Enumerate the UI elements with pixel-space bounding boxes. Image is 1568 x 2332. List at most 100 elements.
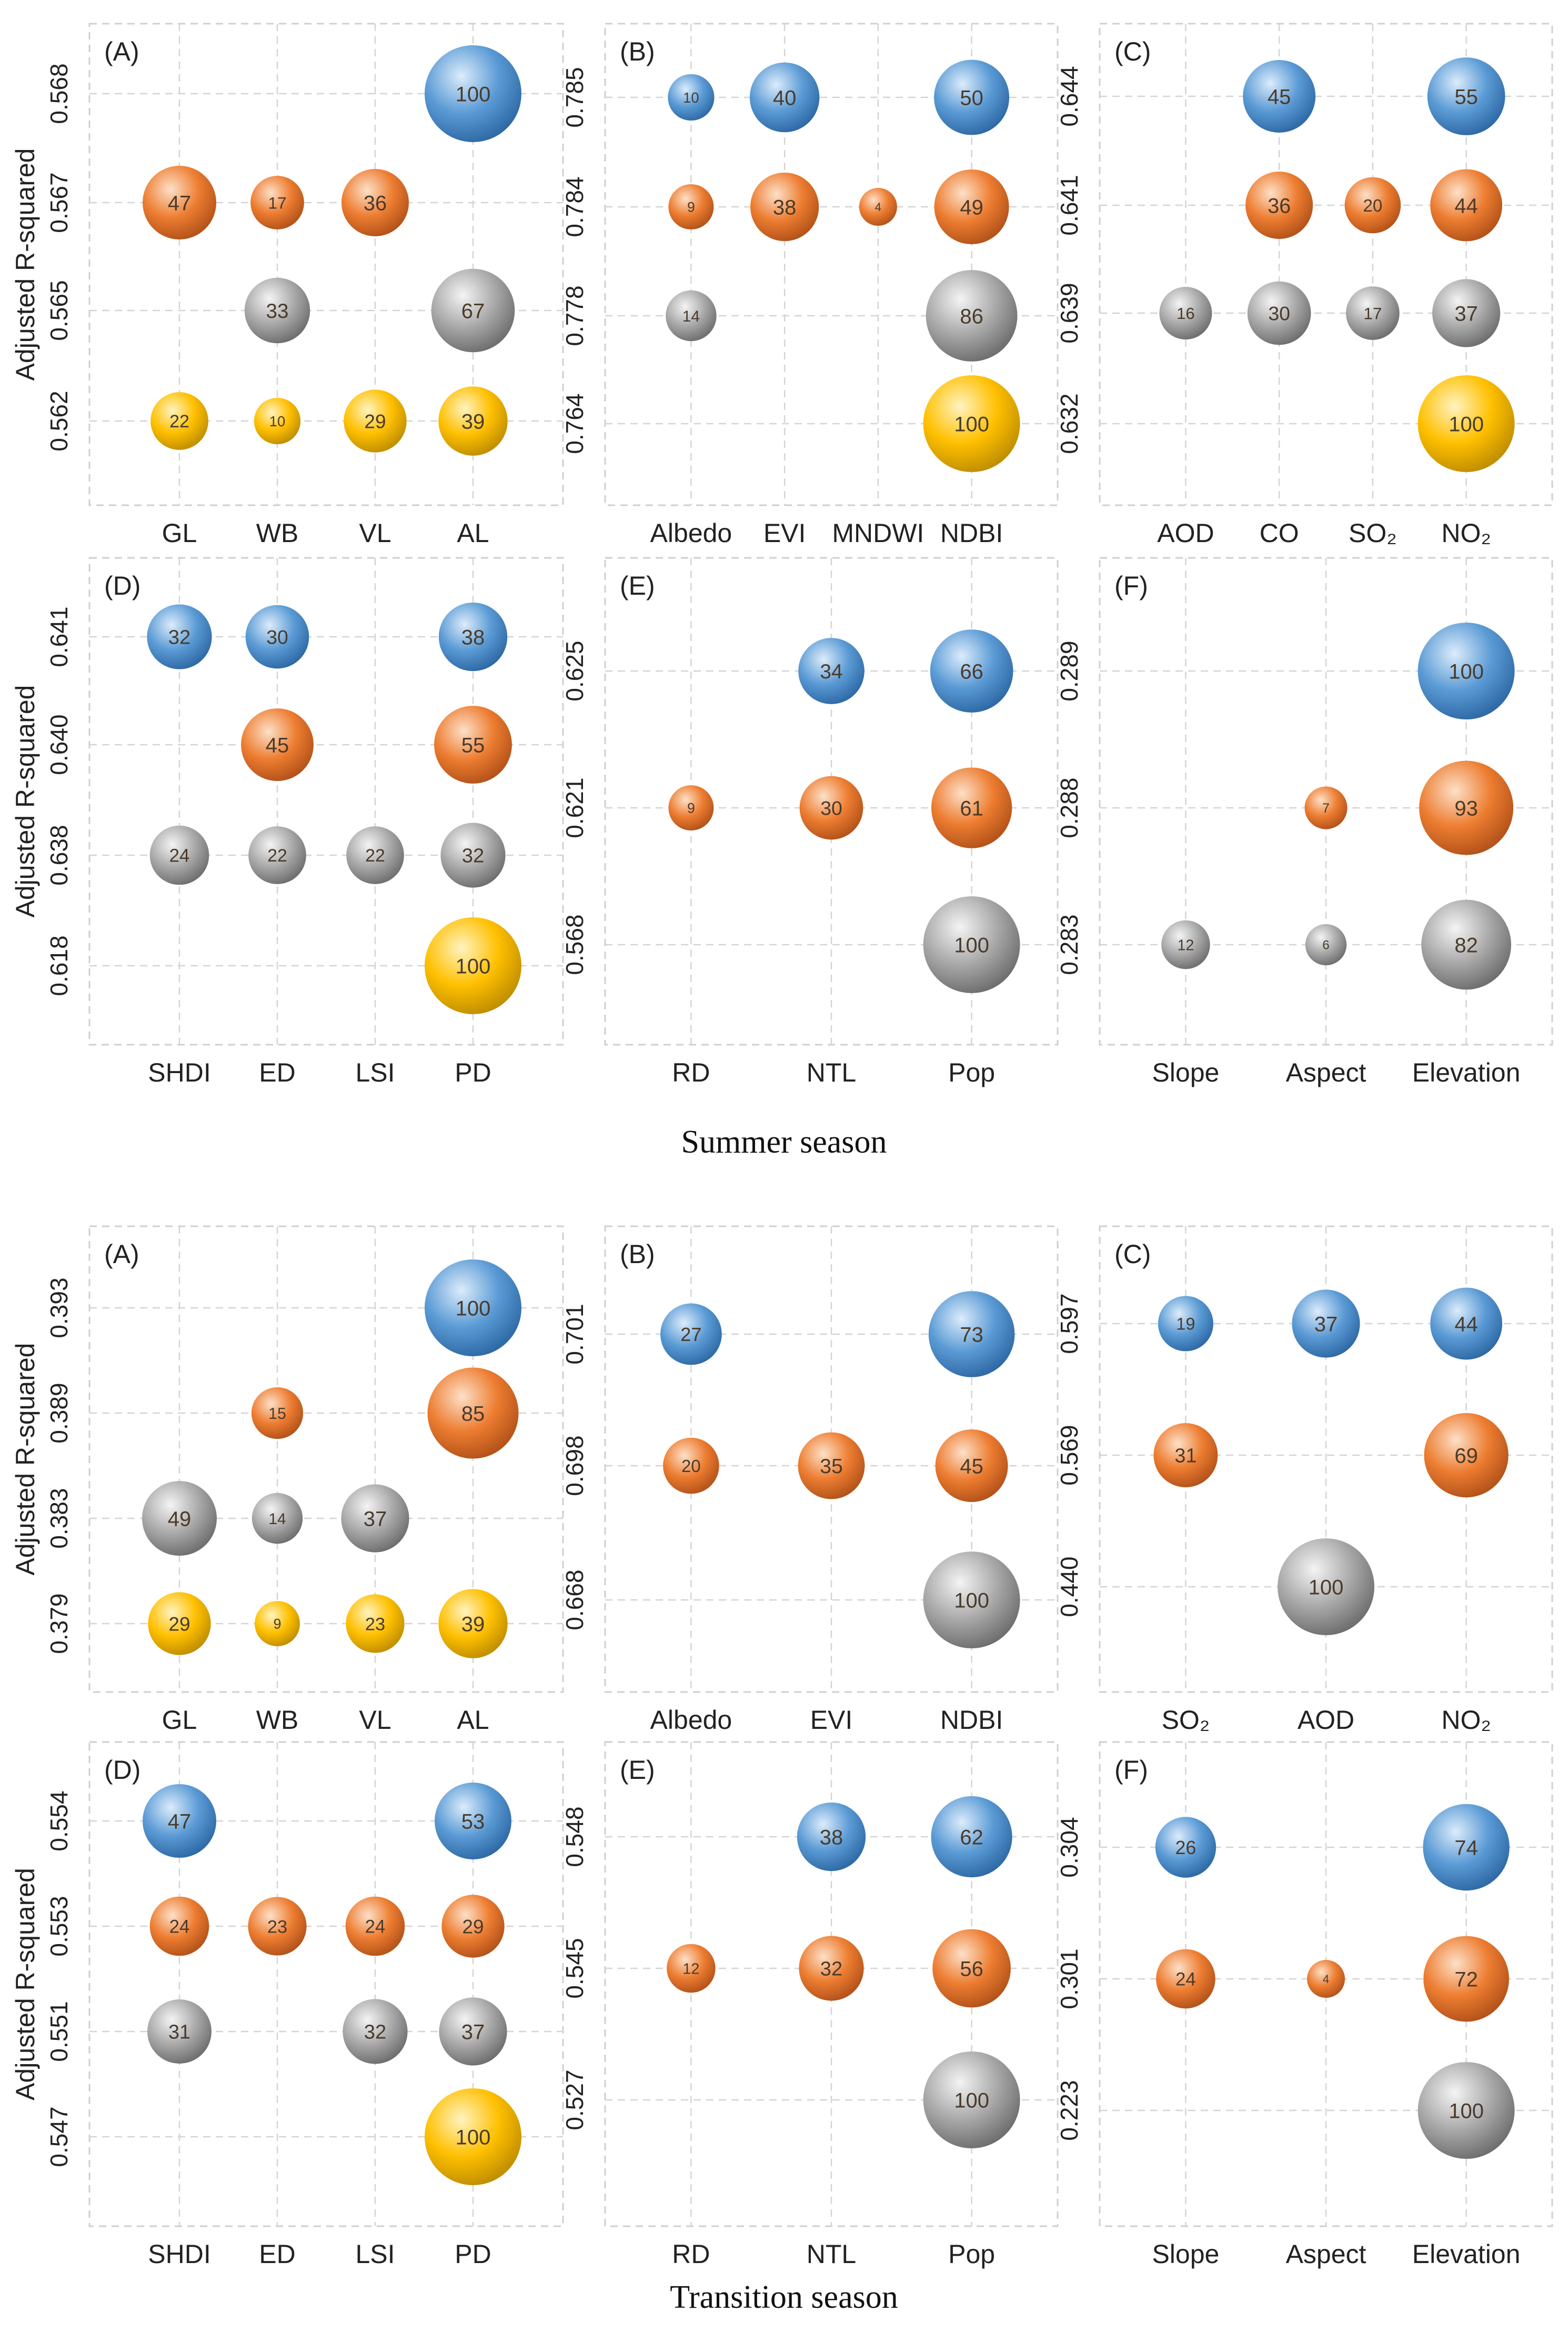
category-label: SHDI [148, 1058, 210, 1087]
plot-frame [88, 23, 564, 506]
bubble-yellow [438, 386, 508, 456]
bubble-value-label: 45 [960, 1455, 983, 1478]
bubble-gray [343, 1999, 408, 2064]
bubble-value-label: 39 [461, 410, 485, 433]
bubble-value-label: 24 [169, 1917, 190, 1937]
y-tick-label: 0.223 [1056, 2080, 1083, 2140]
bubble-gray [923, 1552, 1020, 1648]
category-label: EVI [810, 1705, 853, 1735]
bubble-value-label: 32 [462, 845, 484, 867]
bubble-orange [859, 188, 897, 226]
bubble-value-label: 29 [364, 410, 386, 432]
category-label: RD [672, 2239, 710, 2269]
y-tick-label: 0.565 [45, 280, 73, 341]
panel-label: (C) [1114, 37, 1151, 66]
bubble-blue [438, 602, 508, 672]
bubble-value-label: 36 [364, 192, 387, 215]
bubble-orange [441, 1895, 505, 1958]
category-label: AOD [1298, 1705, 1354, 1735]
bubble-value-label: 32 [364, 2021, 386, 2044]
bubble-value-label: 32 [168, 626, 190, 649]
bubble-orange [1344, 177, 1401, 234]
bubble-value-label: 61 [960, 797, 983, 820]
bubble-gray [1161, 920, 1210, 969]
y-tick-label: 0.625 [561, 640, 588, 701]
panel-transition-e: (E) 0.548 0.545 0.527 RD NTL Pop 38 62 12 32 56 100 [561, 1741, 1059, 2269]
bubble-yellow [254, 397, 301, 445]
bubble-orange [341, 169, 409, 236]
summer-season-title: Summer season [681, 1124, 887, 1160]
y-tick-label: 0.618 [45, 935, 73, 996]
bubble-gray [149, 825, 209, 885]
bubble-orange [1245, 172, 1313, 239]
bubble-gray [346, 826, 404, 884]
bubble-orange [1156, 1949, 1215, 2009]
bubble-blue [1423, 1804, 1510, 1891]
category-label: VL [359, 518, 391, 548]
bubble-gray [248, 826, 306, 884]
bubble-value-label: 66 [960, 660, 983, 683]
bubble-value-label: 49 [168, 1507, 192, 1530]
y-tick-label: 0.288 [1056, 777, 1083, 838]
bubble-value-label: 82 [1454, 934, 1478, 957]
y-tick-label: 0.569 [1056, 1425, 1083, 1485]
panel-summer-b: (B) 0.785 0.784 0.778 0.764 Albedo EVI MNDWI NDB… [561, 23, 1059, 548]
bubble-gray [431, 268, 515, 353]
bubble-value-label: 22 [365, 846, 385, 866]
bubble-value-label: 9 [274, 1616, 282, 1632]
bubble-value-label: 100 [456, 955, 491, 978]
bubble-blue [143, 1784, 216, 1858]
bubble-gray [926, 270, 1018, 362]
y-tick-label: 0.785 [561, 67, 588, 127]
bubble-value-label: 72 [1454, 1968, 1478, 1991]
plot-frame [88, 1225, 564, 1693]
category-label: Elevation [1412, 2239, 1521, 2269]
y-tick-label: 0.641 [45, 606, 73, 667]
category-label: NO₂ [1441, 518, 1491, 548]
panel-label: (D) [104, 1755, 140, 1785]
bubble-value-label: 12 [682, 1960, 699, 1977]
bubble-value-label: 20 [681, 1457, 701, 1476]
bubble-orange [667, 1944, 716, 1993]
bubble-gray [1247, 281, 1311, 345]
bubble-orange [799, 1936, 864, 2001]
bubble-orange [799, 776, 863, 840]
category-label: Albedo [650, 1705, 732, 1735]
bubble-orange [668, 184, 714, 229]
bubble-gray [1418, 2062, 1515, 2159]
bubble-orange [935, 1429, 1008, 1502]
bubble-value-label: 100 [1449, 413, 1484, 436]
y-tick-label: 0.548 [561, 1806, 588, 1867]
panel-label: (C) [1114, 1239, 1151, 1269]
bubble-value-label: 47 [168, 192, 192, 215]
bubble-gray [439, 1997, 507, 2066]
category-label: Slope [1152, 2239, 1219, 2269]
bubble-value-label: 24 [169, 846, 190, 866]
category-label: Aspect [1286, 1058, 1366, 1087]
category-label: Albedo [650, 518, 732, 548]
bubble-blue [797, 1802, 866, 1871]
bubble-value-label: 9 [687, 199, 695, 215]
bubble-blue [668, 74, 715, 121]
panel-transition-c: (C) 0.597 0.569 0.440 SO₂ AOD NO₂ 19 37 44 31 69 100 [1056, 1225, 1553, 1735]
bubble-value-label: 45 [266, 734, 289, 757]
bubble-value-label: 30 [1268, 302, 1290, 324]
y-tick-label: 0.698 [561, 1435, 588, 1496]
bubble-value-label: 12 [1177, 937, 1194, 954]
y-axis-title: Adjusted R-squared [11, 148, 40, 381]
y-tick-label: 0.389 [45, 1383, 73, 1443]
bubble-value-label: 22 [169, 412, 189, 432]
category-label: AOD [1157, 518, 1214, 548]
bubble-yellow [425, 917, 521, 1014]
category-label: EVI [763, 518, 806, 548]
bubble-orange [668, 785, 714, 830]
bubble-value-label: 37 [364, 1507, 387, 1530]
bubble-value-label: 93 [1454, 797, 1478, 820]
bubble-value-label: 49 [960, 196, 983, 219]
bubble-gray [1432, 279, 1501, 347]
bubble-yellow [438, 1589, 508, 1658]
panel-label: (F) [1114, 571, 1148, 600]
y-tick-label: 0.283 [1056, 914, 1083, 975]
